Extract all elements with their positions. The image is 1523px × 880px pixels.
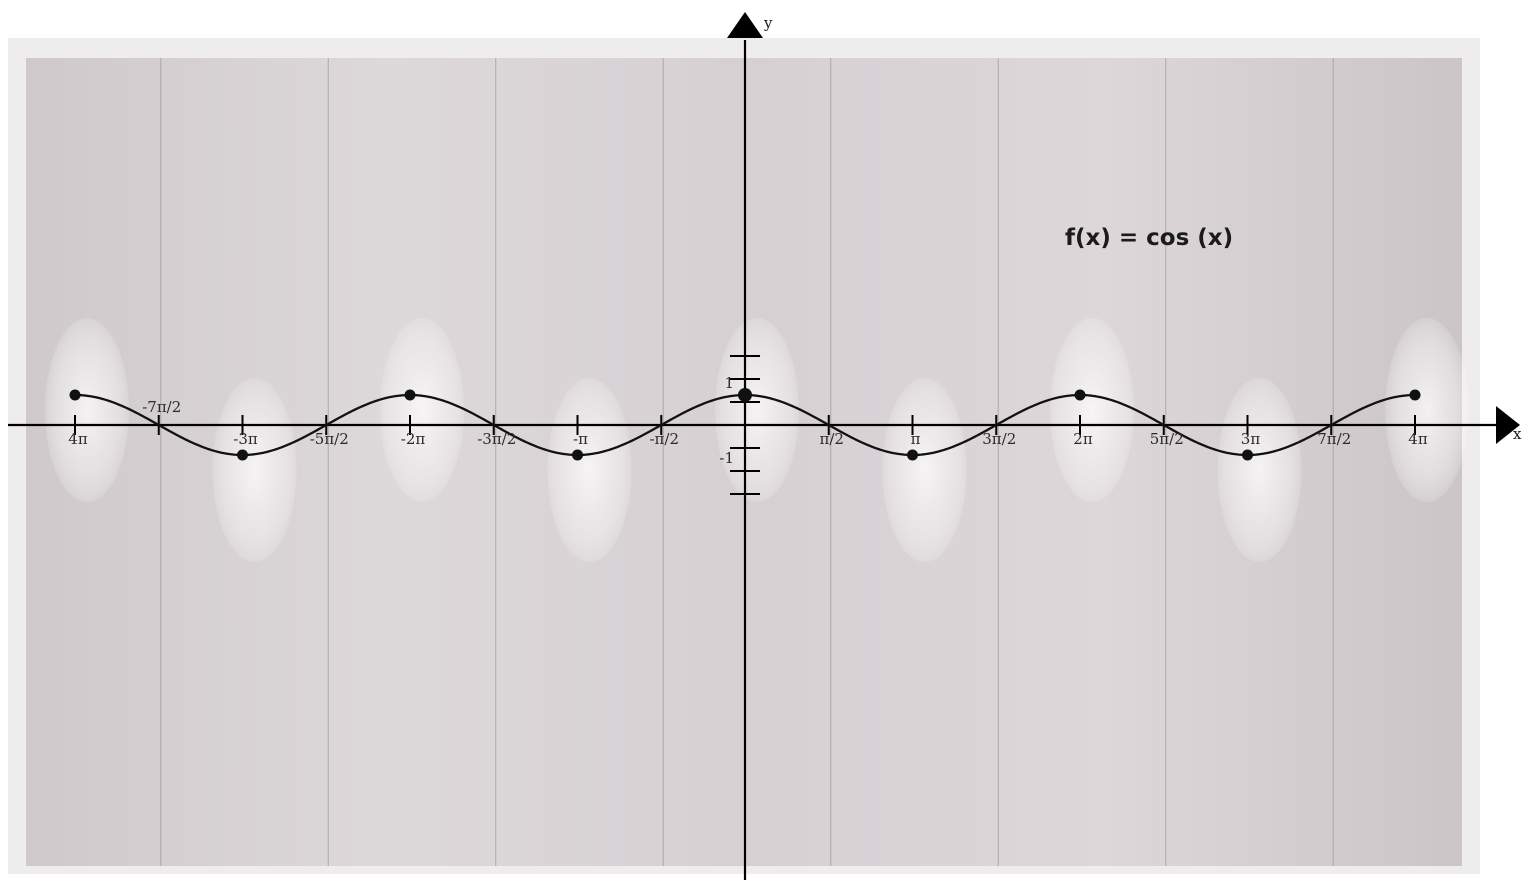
data-point-7 xyxy=(1242,449,1253,461)
tick-marks xyxy=(74,355,1416,495)
x-tick-label-15: 4π xyxy=(1408,430,1428,448)
x-axis-label: x xyxy=(1513,425,1522,443)
x-tick-label-11: 2π xyxy=(1073,430,1093,448)
x-tick-label-14: 7π/2 xyxy=(1317,430,1351,448)
data-point-2 xyxy=(404,389,416,401)
point-layer xyxy=(69,388,1421,461)
y-axis-arrow xyxy=(727,12,763,38)
data-point-1 xyxy=(237,449,248,461)
highlight-spot-8 xyxy=(1385,318,1469,502)
x-tick-label-1: -7π/2 xyxy=(142,398,181,416)
highlight-spot-3 xyxy=(547,378,632,562)
x-tick-label-8: π/2 xyxy=(820,430,844,448)
highlight-spot-4 xyxy=(715,318,799,502)
data-point-4 xyxy=(738,388,752,402)
data-point-6 xyxy=(1074,389,1086,401)
data-point-3 xyxy=(572,449,583,461)
x-tick-label-9: π xyxy=(911,430,921,448)
highlight-spot-2 xyxy=(380,318,464,502)
y-tick-label-0: 1 xyxy=(724,374,734,392)
x-tick-label-5: -3π/2 xyxy=(477,430,516,448)
x-tick-label-12: 5π/2 xyxy=(1150,430,1184,448)
highlight-spot-5 xyxy=(882,378,967,562)
x-tick-label-10: 3π/2 xyxy=(982,430,1016,448)
x-tick-label-6: -π xyxy=(573,430,588,448)
x-axis-arrow xyxy=(1496,406,1520,444)
y-tick-label-1: -1 xyxy=(719,449,734,467)
grid-lines xyxy=(160,58,1334,866)
chart-title: f(x) = cos (x) xyxy=(1065,225,1233,251)
highlight-spot-6 xyxy=(1050,318,1134,502)
x-tick-label-3: -5π/2 xyxy=(310,430,349,448)
highlight-spot-1 xyxy=(212,378,297,562)
highlight-spot-7 xyxy=(1217,378,1302,562)
x-tick-label-7: -π/2 xyxy=(649,430,679,448)
data-point-8 xyxy=(1409,389,1421,401)
y-axis-label: y xyxy=(763,14,773,32)
x-tick-label-2: -3π xyxy=(233,430,258,448)
axes xyxy=(8,12,1520,880)
x-tick-label-13: 3π xyxy=(1241,430,1261,448)
tick-labels: 4π -7π/2 -3π -5π/2 -2π -3π/2 -π -π/2 π/2 π 3π/2 2π 5… xyxy=(68,374,1428,467)
highlight-spot-0 xyxy=(45,318,129,502)
x-tick-label-0: 4π xyxy=(68,430,88,448)
x-tick-label-4: -2π xyxy=(401,430,426,448)
data-point-0 xyxy=(69,389,81,401)
data-point-5 xyxy=(907,449,918,461)
